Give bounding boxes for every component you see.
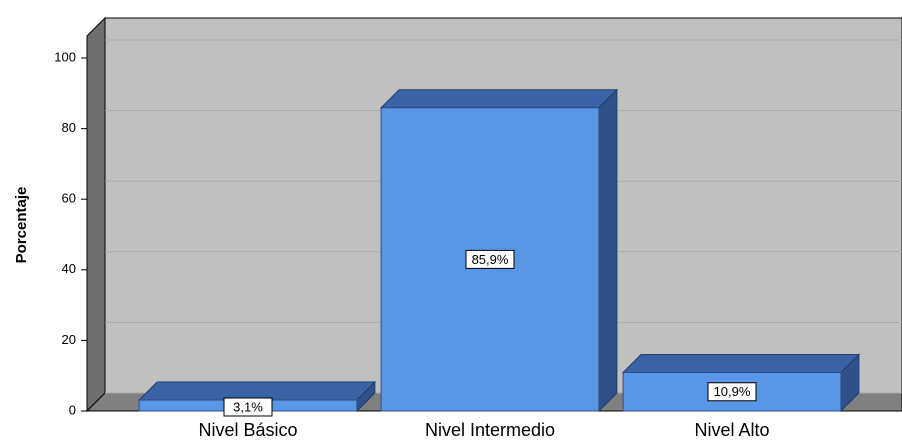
x-tick-label: Nivel Básico: [198, 420, 297, 440]
bar-top: [621, 354, 861, 374]
value-label-box: [707, 382, 757, 402]
left-wall: [86, 16, 106, 413]
x-tick-label: Nivel Alto: [694, 420, 769, 440]
value-label-box: [465, 249, 515, 269]
value-label: 3,1%: [233, 399, 263, 414]
y-tick-label: 0: [69, 402, 76, 417]
y-tick-label: 20: [62, 332, 76, 347]
value-label: 85,9%: [472, 252, 509, 267]
y-tick-label: 80: [62, 120, 76, 135]
y-tick-label: 60: [62, 191, 76, 206]
value-label: 10,9%: [714, 384, 751, 399]
y-axis-label: Porcentaje: [13, 187, 30, 264]
value-label-box: [223, 397, 273, 417]
bar-side: [598, 88, 618, 413]
y-tick-label: 40: [62, 261, 76, 276]
bar-top: [379, 89, 619, 109]
bar-top: [137, 381, 377, 401]
x-tick-label: Nivel Intermedio: [425, 420, 555, 440]
y-tick-label: 100: [54, 49, 76, 64]
